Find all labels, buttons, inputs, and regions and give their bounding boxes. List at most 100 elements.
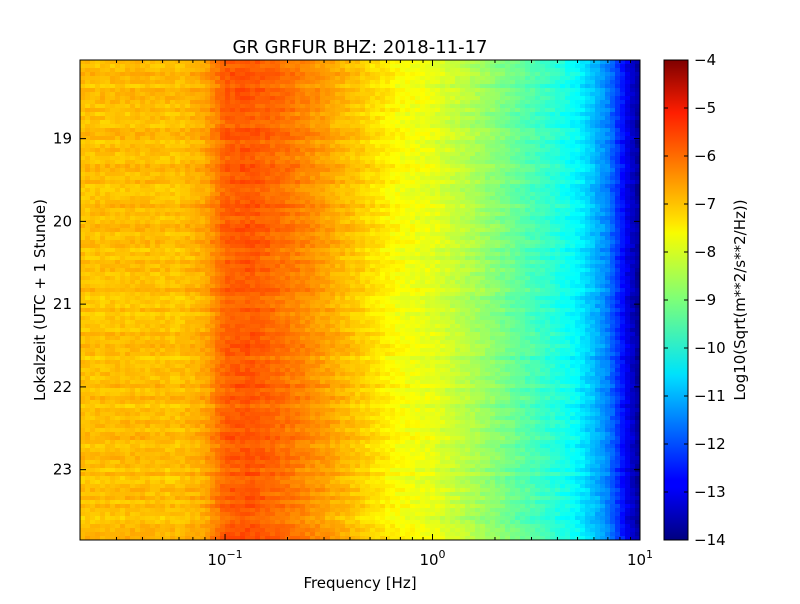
heatmap-cell xyxy=(165,188,171,193)
heatmap-cell xyxy=(125,144,131,149)
heatmap-cell xyxy=(450,220,456,225)
heatmap-cell xyxy=(345,92,351,97)
heatmap-cell xyxy=(450,120,456,125)
heatmap-cell xyxy=(280,160,286,165)
heatmap-cell xyxy=(395,188,401,193)
heatmap-cell xyxy=(310,152,316,157)
heatmap-cell xyxy=(385,212,391,217)
heatmap-cell xyxy=(160,184,166,189)
heatmap-cell xyxy=(110,92,116,97)
heatmap-cell xyxy=(520,120,526,125)
heatmap-cell xyxy=(400,192,406,197)
heatmap-cell xyxy=(570,60,576,65)
heatmap-cell xyxy=(395,68,401,73)
heatmap-cell xyxy=(380,192,386,197)
heatmap-cell xyxy=(315,184,321,189)
heatmap-cell xyxy=(205,80,211,85)
heatmap-cell xyxy=(210,60,216,65)
heatmap-cell xyxy=(490,208,496,213)
heatmap-cell xyxy=(420,148,426,153)
heatmap-cell xyxy=(535,172,541,177)
heatmap-cell xyxy=(635,72,640,77)
heatmap-cell xyxy=(140,132,146,137)
heatmap-cell xyxy=(155,144,161,149)
heatmap-cell xyxy=(365,60,371,65)
heatmap-cell xyxy=(315,124,321,129)
heatmap-cell xyxy=(435,112,441,117)
heatmap-cell xyxy=(235,64,241,69)
heatmap-cell xyxy=(525,212,531,217)
heatmap-cell xyxy=(550,184,556,189)
heatmap-cell xyxy=(625,180,631,185)
heatmap-cell xyxy=(215,136,221,141)
heatmap-cell xyxy=(585,228,591,233)
heatmap-cell xyxy=(130,216,136,221)
heatmap-cell xyxy=(280,164,286,169)
heatmap-cell xyxy=(320,224,326,229)
heatmap-cell xyxy=(450,140,456,145)
heatmap-cell xyxy=(295,92,301,97)
heatmap-cell xyxy=(585,196,591,201)
heatmap-cell xyxy=(610,136,616,141)
heatmap-cell xyxy=(120,196,126,201)
heatmap-cell xyxy=(85,192,91,197)
heatmap-cell xyxy=(120,96,126,101)
heatmap-cell xyxy=(205,188,211,193)
heatmap-cell xyxy=(575,232,581,237)
heatmap-cell xyxy=(205,84,211,89)
heatmap-cell xyxy=(185,92,191,97)
heatmap-cell xyxy=(405,212,411,217)
heatmap-cell xyxy=(450,116,456,121)
heatmap-cell xyxy=(260,100,266,105)
heatmap-cell xyxy=(590,60,596,65)
heatmap-cell xyxy=(245,224,251,229)
heatmap-cell xyxy=(270,128,276,133)
heatmap-cell xyxy=(600,140,606,145)
heatmap-cell xyxy=(305,80,311,85)
heatmap-cell xyxy=(160,228,166,233)
heatmap-cell xyxy=(145,216,151,221)
heatmap-cell xyxy=(150,224,156,229)
heatmap-cell xyxy=(595,128,601,133)
heatmap-cell xyxy=(175,168,181,173)
heatmap-cell xyxy=(220,180,226,185)
heatmap-cell xyxy=(385,104,391,109)
heatmap-cell xyxy=(265,60,271,65)
heatmap-cell xyxy=(380,76,386,81)
heatmap-cell xyxy=(520,108,526,113)
heatmap-cell xyxy=(530,168,536,173)
heatmap-cell xyxy=(110,160,116,165)
heatmap-cell xyxy=(430,168,436,173)
heatmap-cell xyxy=(510,124,516,129)
heatmap-cell xyxy=(80,92,86,97)
heatmap-cell xyxy=(630,160,636,165)
heatmap-cell xyxy=(530,164,536,169)
heatmap-cell xyxy=(415,224,421,229)
heatmap-cell xyxy=(210,152,216,157)
heatmap-cell xyxy=(470,60,476,65)
heatmap-cell xyxy=(175,208,181,213)
heatmap-cell xyxy=(615,64,621,69)
heatmap-cell xyxy=(390,104,396,109)
heatmap-cell xyxy=(500,116,506,121)
heatmap-cell xyxy=(225,136,231,141)
heatmap-cell xyxy=(325,92,331,97)
heatmap-cell xyxy=(530,96,536,101)
heatmap-cell xyxy=(400,80,406,85)
heatmap-cell xyxy=(405,96,411,101)
heatmap-cell xyxy=(545,148,551,153)
heatmap-cell xyxy=(585,208,591,213)
heatmap-cell xyxy=(500,64,506,69)
heatmap-cell xyxy=(105,212,111,217)
heatmap-cell xyxy=(165,180,171,185)
heatmap-cell xyxy=(270,84,276,89)
heatmap-cell xyxy=(505,228,511,233)
heatmap-cell xyxy=(485,144,491,149)
heatmap-cell xyxy=(200,188,206,193)
heatmap-cell xyxy=(490,112,496,117)
heatmap-cell xyxy=(275,188,281,193)
heatmap-cell xyxy=(205,196,211,201)
heatmap-cell xyxy=(565,192,571,197)
heatmap-cell xyxy=(90,180,96,185)
heatmap-cell xyxy=(520,132,526,137)
